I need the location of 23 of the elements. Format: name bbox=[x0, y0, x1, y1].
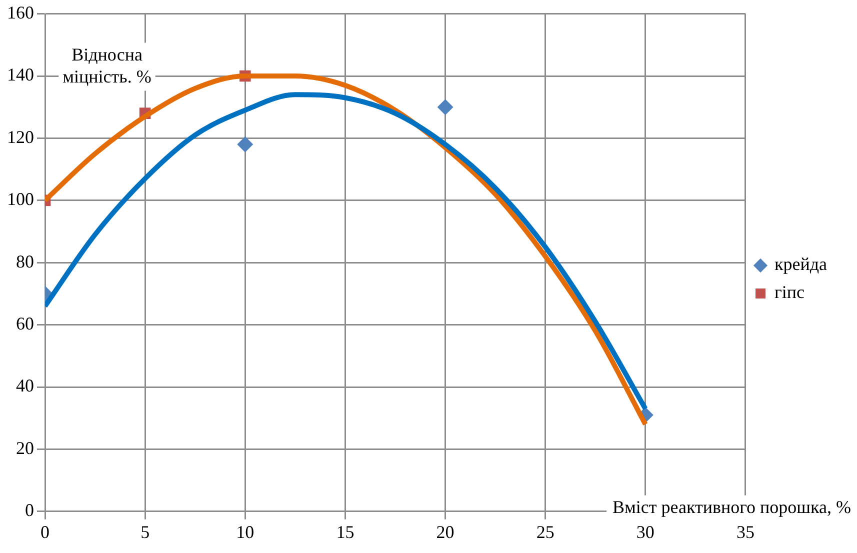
y-tick-label: 0 bbox=[25, 500, 34, 520]
legend-label: крейда bbox=[774, 254, 828, 274]
legend-label: гіпс bbox=[774, 282, 804, 302]
x-tick-label: 15 bbox=[336, 522, 354, 542]
point bbox=[237, 136, 254, 152]
y-tick-label: 40 bbox=[16, 376, 34, 396]
x-tick-label: 20 bbox=[436, 522, 454, 542]
y-tick-label: 120 bbox=[7, 126, 34, 147]
y-tick-label: 140 bbox=[7, 64, 34, 85]
y-tick-label: 160 bbox=[7, 2, 34, 23]
x-tick-label: 5 bbox=[140, 522, 150, 542]
y-tick-label: 20 bbox=[16, 438, 34, 458]
x-tick-label: 10 bbox=[236, 522, 254, 542]
x-tick-label: 25 bbox=[536, 522, 554, 542]
y-tick-label: 80 bbox=[16, 251, 34, 272]
x-tick-label: 30 bbox=[636, 522, 654, 542]
point bbox=[437, 99, 454, 116]
y-tick-label: 60 bbox=[16, 314, 34, 334]
x-axis-title: Вміст реактивного порошка, % bbox=[612, 497, 851, 518]
y-axis-title: Відносна міцність. % bbox=[62, 44, 152, 87]
x-tick-label: 35 bbox=[736, 522, 754, 542]
y-tick-label: 100 bbox=[7, 189, 34, 210]
x-tick-label: 0 bbox=[40, 522, 50, 542]
